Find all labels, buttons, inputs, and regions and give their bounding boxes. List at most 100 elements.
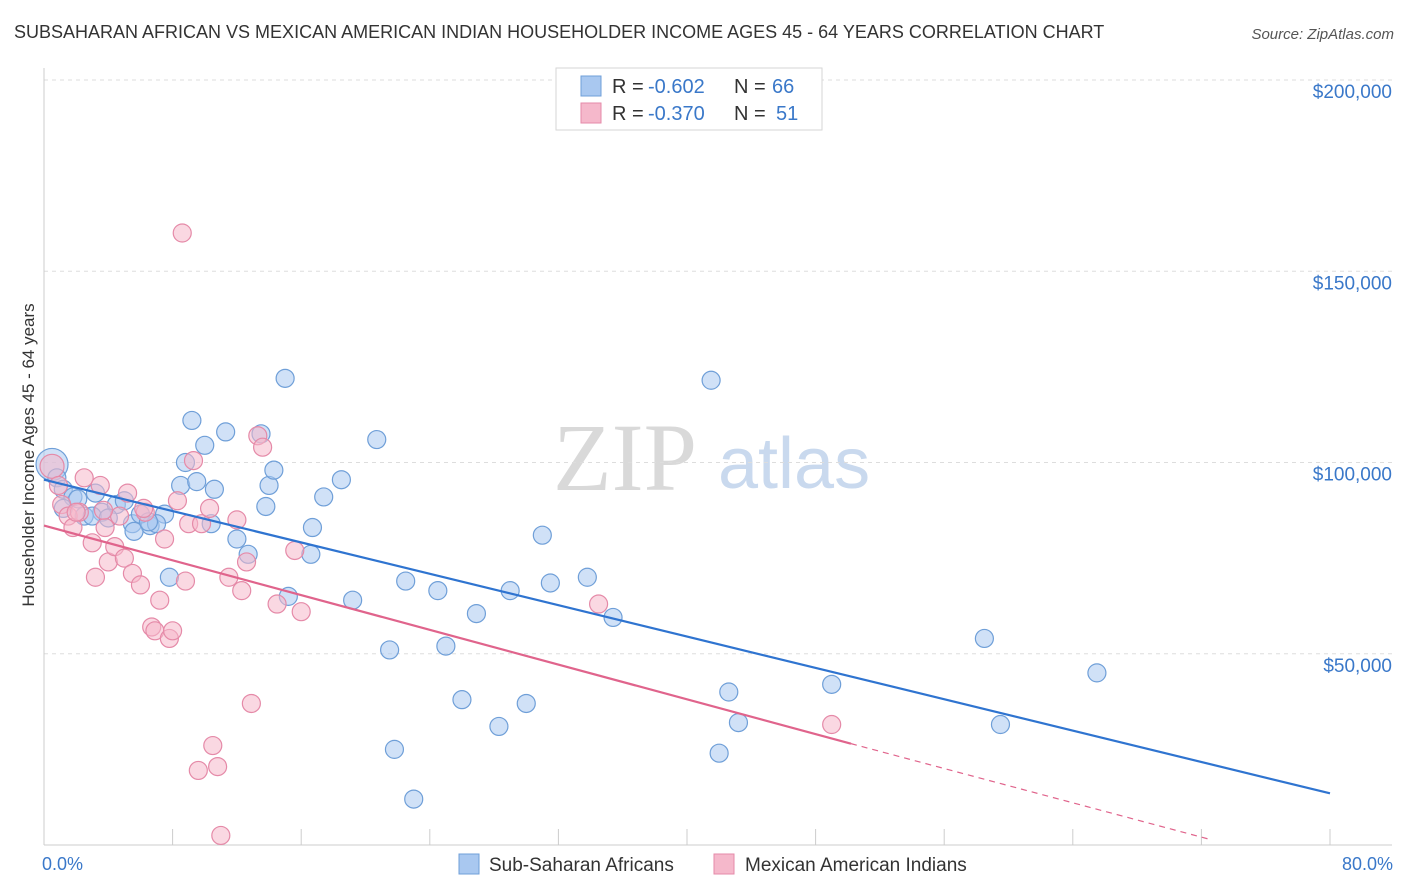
point-subsaharan: [728, 712, 749, 733]
point-subsaharan: [404, 789, 424, 809]
point-mexican-american-indian: [183, 450, 204, 471]
legend-stats: R = -0.602 N = 66 R = -0.370 N = 51: [555, 67, 823, 131]
scatter-points: [35, 223, 1107, 846]
legend-n-value-1: 66: [772, 76, 794, 98]
point-mexican-american-indian: [93, 500, 114, 520]
point-subsaharan: [314, 487, 334, 507]
point-subsaharan: [380, 640, 400, 660]
point-mexican-american-indian: [74, 468, 94, 488]
legend-n-label-1: N =: [734, 76, 766, 98]
point-mexican-american-indian: [39, 453, 65, 479]
point-subsaharan: [990, 714, 1011, 735]
point-subsaharan: [275, 368, 295, 388]
chart-title: SUBSAHARAN AFRICAN VS MEXICAN AMERICAN I…: [14, 22, 1104, 42]
x-tick-label: 0.0%: [42, 854, 83, 874]
x-ticks: [172, 829, 1331, 845]
point-mexican-american-indian: [114, 548, 134, 568]
legend-r-label-2: R =: [612, 103, 644, 125]
point-mexican-american-indian: [109, 506, 130, 526]
legend-series: Sub-Saharan Africans Mexican American In…: [458, 853, 967, 876]
chart-source: Source: ZipAtlas.com: [1251, 26, 1394, 43]
point-subsaharan: [540, 573, 560, 593]
y-tick-label: $100,000: [1313, 465, 1392, 486]
legend-r-label-1: R =: [612, 76, 644, 98]
point-mexican-american-indian: [211, 825, 231, 846]
point-mexican-american-indian: [203, 735, 223, 756]
trend-line-subsaharan: [43, 478, 1331, 795]
point-mexican-american-indian: [175, 571, 196, 591]
point-mexican-american-indian: [236, 552, 257, 572]
point-mexican-american-indian: [822, 714, 842, 735]
y-tick-label: $150,000: [1313, 273, 1392, 294]
point-mexican-american-indian: [267, 594, 287, 614]
watermark: ZIP atlas: [553, 404, 870, 511]
point-subsaharan: [500, 581, 520, 601]
point-subsaharan: [396, 571, 416, 591]
point-subsaharan: [1087, 663, 1107, 683]
point-mexican-american-indian: [85, 567, 106, 587]
point-subsaharan: [577, 567, 597, 587]
point-subsaharan: [331, 470, 351, 490]
legend-swatch-blue: [580, 75, 602, 97]
point-mexican-american-indian: [154, 529, 175, 549]
x-tick-labels: 0.0% 80.0%: [42, 854, 1393, 874]
trend-line-extension: [850, 743, 1210, 840]
point-mexican-american-indian: [172, 223, 192, 243]
point-subsaharan: [974, 628, 994, 649]
point-subsaharan: [227, 529, 247, 549]
legend-swatch-pink: [580, 102, 602, 124]
point-subsaharan: [195, 435, 215, 455]
point-mexican-american-indian: [199, 498, 220, 518]
point-subsaharan: [182, 410, 202, 431]
point-mexican-american-indian: [117, 483, 138, 503]
y-tick-labels: $50,000 $100,000 $150,000 $200,000: [1313, 82, 1392, 677]
point-mexican-american-indian: [253, 437, 273, 457]
legend-series-swatch-blue: [458, 853, 480, 875]
point-subsaharan: [452, 690, 472, 710]
point-mexican-american-indian: [208, 756, 228, 777]
point-subsaharan: [301, 544, 321, 564]
point-subsaharan: [532, 525, 552, 545]
point-mexican-american-indian: [227, 510, 247, 530]
point-subsaharan: [384, 739, 405, 759]
legend-series-swatch-pink: [713, 853, 735, 875]
point-subsaharan: [822, 674, 842, 694]
point-subsaharan: [436, 636, 456, 656]
point-subsaharan: [204, 479, 224, 499]
point-mexican-american-indian: [167, 491, 188, 511]
x-tick-label: 80.0%: [1342, 854, 1393, 874]
point-subsaharan: [516, 693, 536, 714]
point-subsaharan: [216, 422, 236, 442]
point-subsaharan: [701, 370, 721, 390]
point-subsaharan: [256, 496, 276, 517]
point-mexican-american-indian: [130, 575, 151, 595]
point-subsaharan: [124, 521, 144, 541]
point-subsaharan: [709, 743, 729, 763]
point-subsaharan: [264, 460, 284, 480]
point-mexican-american-indian: [150, 590, 170, 610]
point-mexican-american-indian: [66, 502, 86, 522]
point-subsaharan: [187, 472, 207, 492]
watermark-atlas: atlas: [718, 424, 870, 504]
point-mexican-american-indian: [285, 540, 305, 561]
point-subsaharan: [719, 682, 739, 702]
point-mexican-american-indian: [188, 760, 208, 781]
trend-lines: [43, 478, 1331, 840]
point-subsaharan: [302, 517, 323, 538]
point-subsaharan: [428, 581, 448, 601]
y-axis-label: Householder Income Ages 45 - 64 years: [19, 303, 38, 606]
legend-r-value-2: -0.370: [648, 103, 705, 125]
point-mexican-american-indian: [291, 602, 311, 622]
legend-r-value-1: -0.602: [648, 76, 705, 98]
trend-line-mexican-american-indian: [43, 524, 852, 745]
legend-series-label-blue: Sub-Saharan Africans: [489, 855, 674, 876]
point-subsaharan: [466, 603, 487, 624]
point-mexican-american-indian: [232, 581, 252, 601]
point-subsaharan: [489, 716, 509, 737]
point-mexican-american-indian: [241, 693, 261, 714]
point-subsaharan: [367, 429, 387, 450]
y-tick-label: $200,000: [1313, 82, 1392, 103]
point-subsaharan: [159, 567, 179, 587]
point-mexican-american-indian: [95, 517, 115, 538]
